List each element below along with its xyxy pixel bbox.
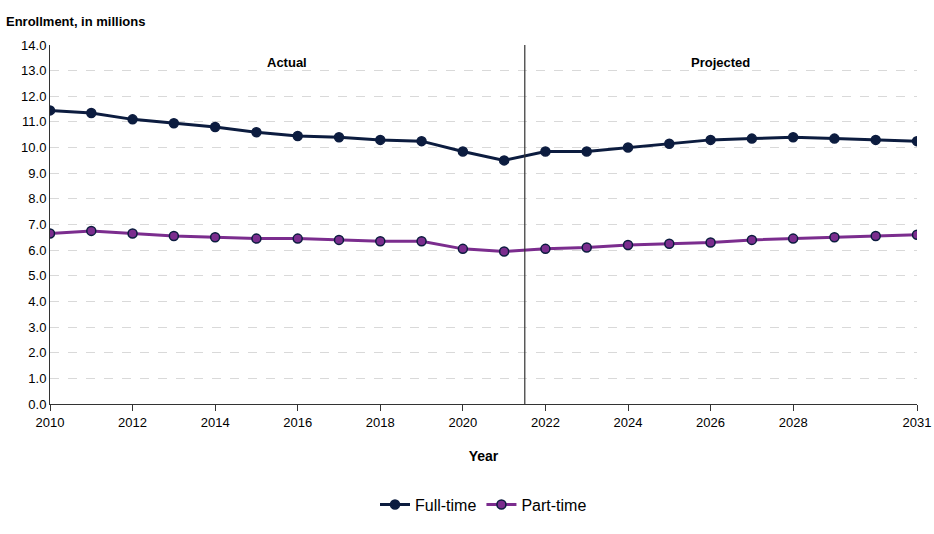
svg-text:Enrollment, in millions: Enrollment, in millions bbox=[6, 14, 145, 29]
svg-text:2020: 2020 bbox=[448, 415, 477, 430]
svg-text:12.0: 12.0 bbox=[21, 89, 46, 104]
svg-text:8.0: 8.0 bbox=[28, 191, 46, 206]
svg-text:Year: Year bbox=[469, 448, 499, 464]
svg-text:13.0: 13.0 bbox=[21, 63, 46, 78]
svg-text:Actual: Actual bbox=[267, 55, 307, 70]
svg-text:2026: 2026 bbox=[696, 415, 725, 430]
svg-text:1.0: 1.0 bbox=[28, 371, 46, 386]
svg-text:2022: 2022 bbox=[531, 415, 560, 430]
svg-text:Part-time: Part-time bbox=[521, 497, 586, 514]
svg-text:2010: 2010 bbox=[36, 415, 65, 430]
svg-text:2014: 2014 bbox=[201, 415, 230, 430]
svg-text:0.0: 0.0 bbox=[28, 397, 46, 412]
svg-text:2024: 2024 bbox=[614, 415, 643, 430]
svg-text:4.0: 4.0 bbox=[28, 294, 46, 309]
svg-text:11.0: 11.0 bbox=[22, 114, 46, 129]
svg-text:Full-time: Full-time bbox=[415, 497, 476, 514]
svg-text:2031: 2031 bbox=[903, 415, 932, 430]
svg-text:2028: 2028 bbox=[779, 415, 808, 430]
svg-text:5.0: 5.0 bbox=[28, 268, 46, 283]
svg-text:2.0: 2.0 bbox=[28, 345, 46, 360]
svg-text:7.0: 7.0 bbox=[28, 217, 46, 232]
svg-text:Projected: Projected bbox=[691, 55, 750, 70]
svg-text:14.0: 14.0 bbox=[21, 38, 46, 53]
svg-text:2018: 2018 bbox=[366, 415, 395, 430]
svg-text:2016: 2016 bbox=[283, 415, 312, 430]
svg-text:9.0: 9.0 bbox=[28, 166, 46, 181]
svg-text:2012: 2012 bbox=[118, 415, 147, 430]
svg-text:6.0: 6.0 bbox=[28, 243, 46, 258]
svg-text:10.0: 10.0 bbox=[21, 140, 46, 155]
svg-text:3.0: 3.0 bbox=[28, 320, 46, 335]
